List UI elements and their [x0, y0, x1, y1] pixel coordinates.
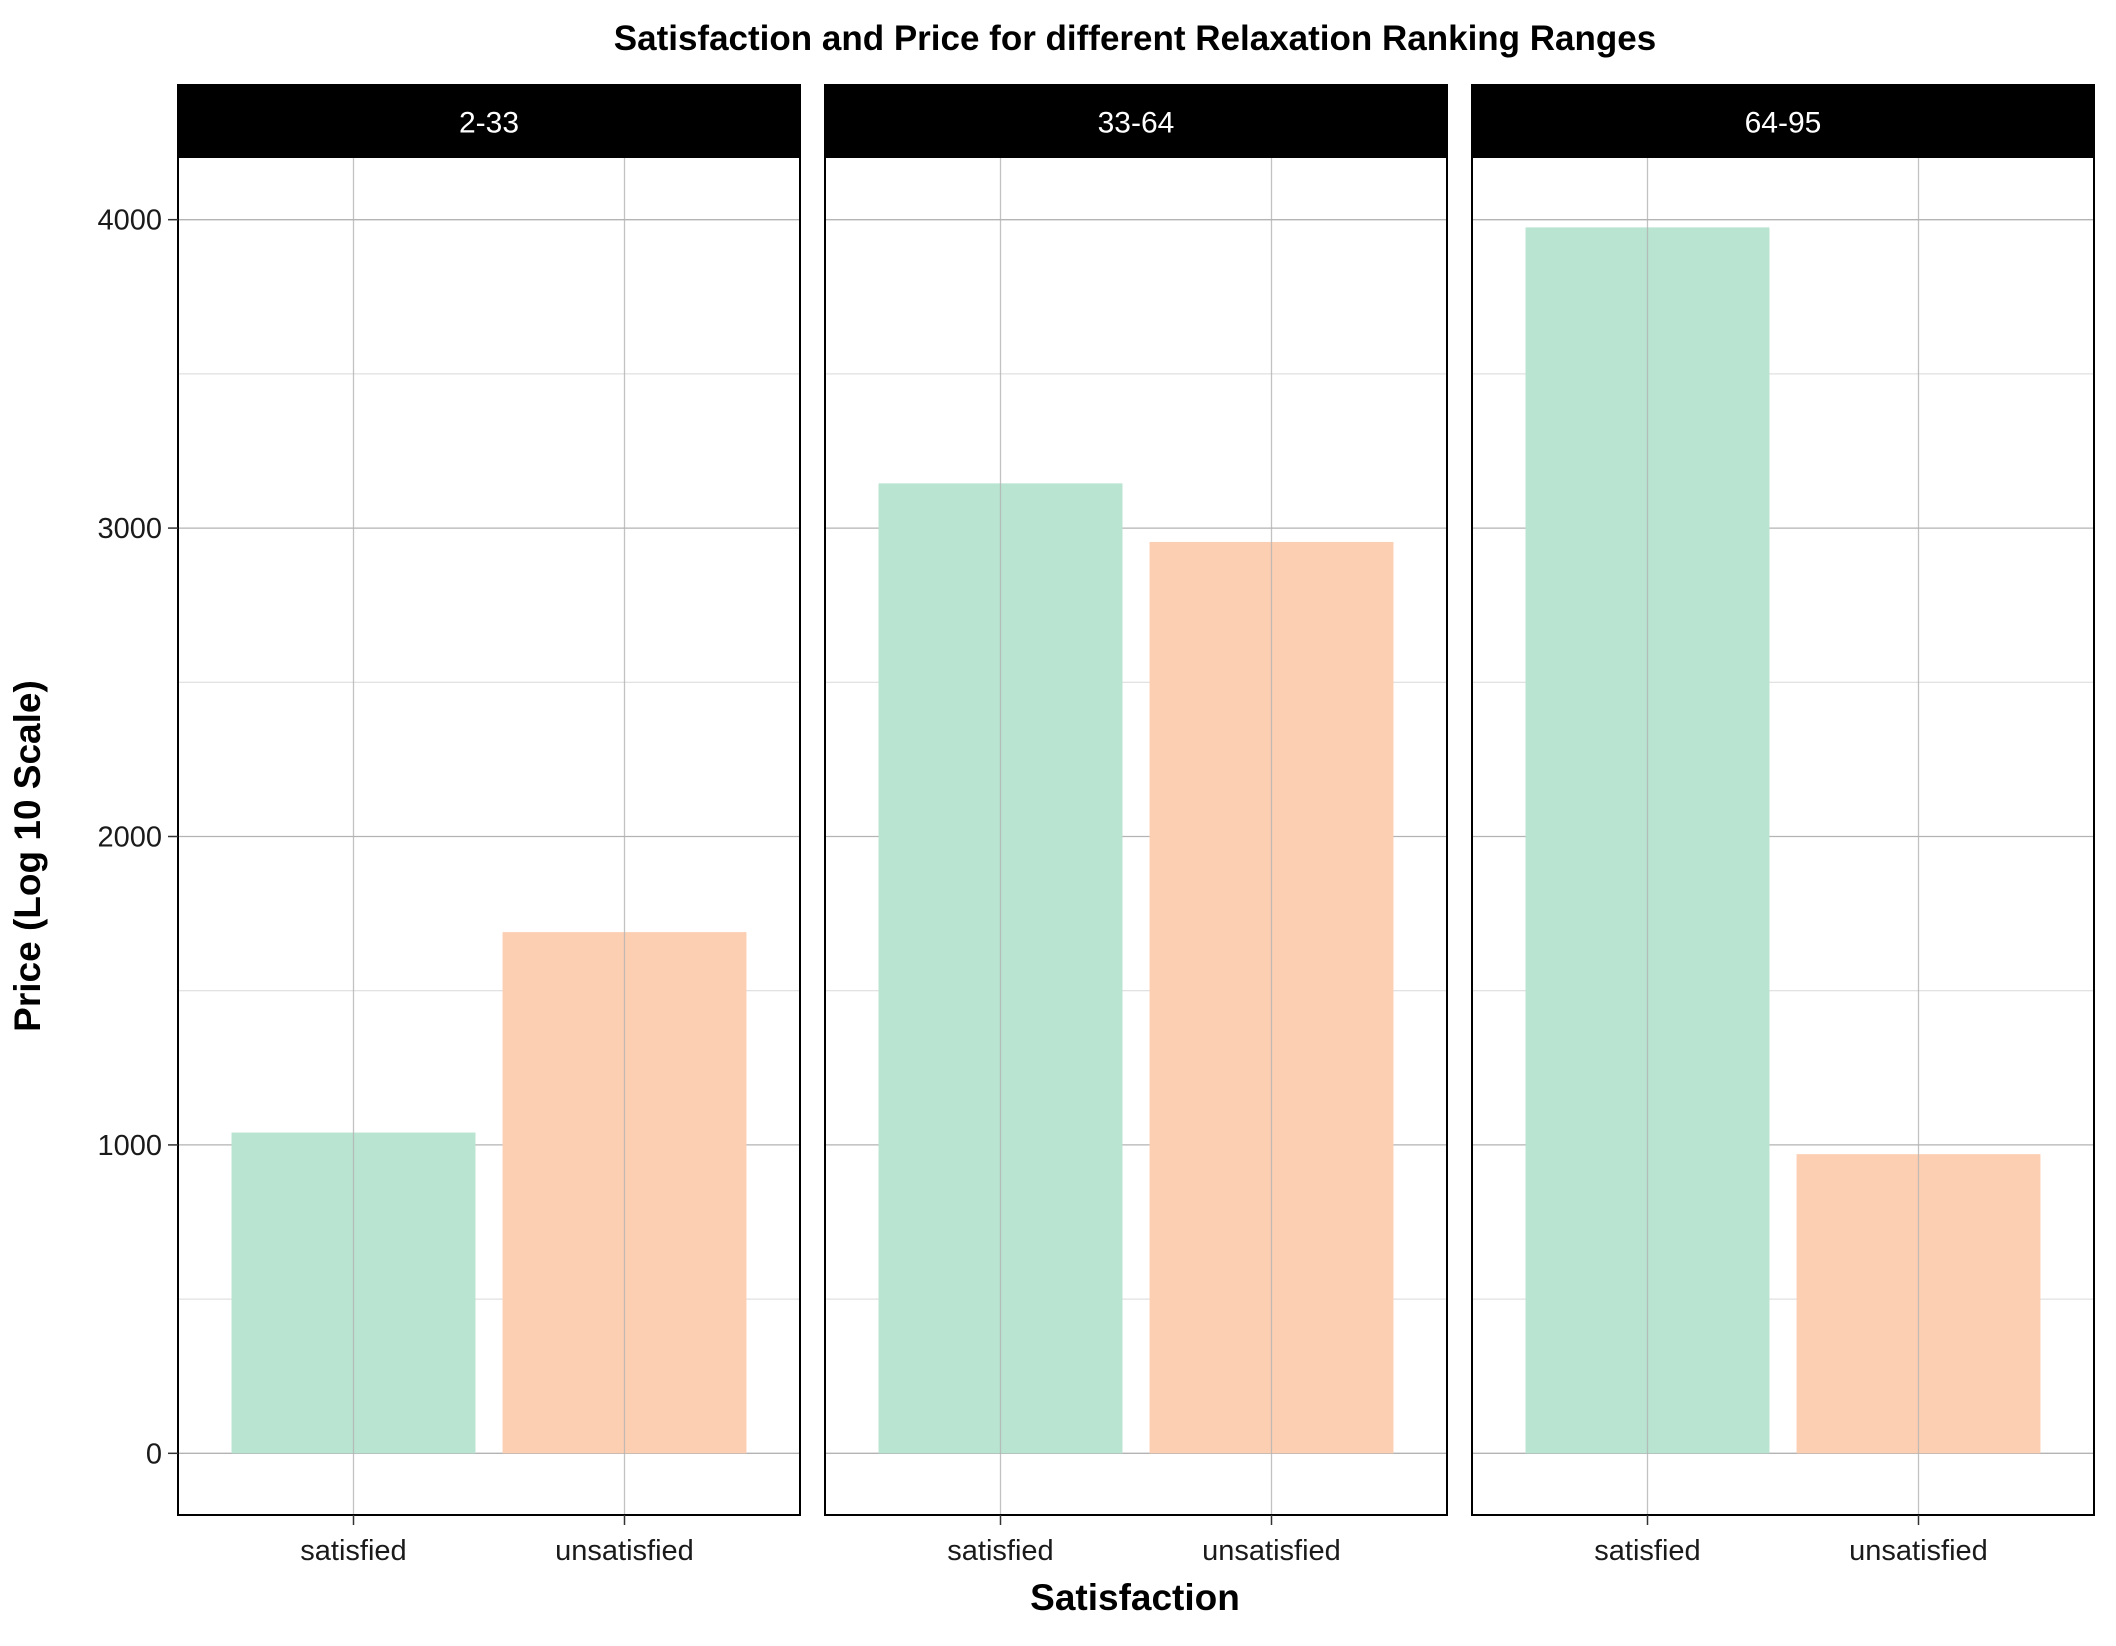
facet-panel-33-64: 33-64 satisfied unsatisfied	[824, 84, 1448, 1567]
x-tick-label: unsatisfied	[1202, 1535, 1341, 1567]
facet-strip-label: 33-64	[1098, 107, 1175, 140]
panel-border	[1471, 84, 2095, 1516]
y-tick-label: 3000	[97, 513, 162, 545]
facet-panel-64-95: 64-95 satisfied unsatisfied	[1471, 84, 2095, 1567]
y-tick-label: 2000	[97, 822, 162, 854]
chart-title: Satisfaction and Price for different Rel…	[614, 19, 1656, 58]
facet-strip	[825, 85, 1447, 158]
x-tick-label: unsatisfied	[555, 1535, 694, 1567]
x-tick-label: satisfied	[300, 1535, 406, 1567]
y-tick-label: 0	[146, 1438, 162, 1470]
x-axis-title: Satisfaction	[1030, 1577, 1240, 1618]
x-tick-label: unsatisfied	[1849, 1535, 1988, 1567]
facet-strip-label: 2-33	[459, 107, 519, 140]
panel-border	[177, 84, 801, 1516]
facet-strip-label: 64-95	[1745, 107, 1822, 140]
x-tick-label: satisfied	[947, 1535, 1053, 1567]
y-axis-title: Price (Log 10 Scale)	[7, 680, 48, 1032]
facet-strip	[178, 85, 800, 158]
y-axis: 0 1000 2000 3000 4000	[97, 205, 178, 1470]
y-tick-label: 1000	[97, 1130, 162, 1162]
facet-panel-2-33: 2-33 satisfied unsatisfied	[177, 84, 801, 1567]
y-tick-label: 4000	[97, 205, 162, 237]
panel-border	[824, 84, 1448, 1516]
facet-strip	[1472, 85, 2094, 158]
facets-layer: 2-33 satisfied unsatisfied 33-64 satisfied un…	[177, 84, 2095, 1567]
x-tick-label: satisfied	[1594, 1535, 1700, 1567]
